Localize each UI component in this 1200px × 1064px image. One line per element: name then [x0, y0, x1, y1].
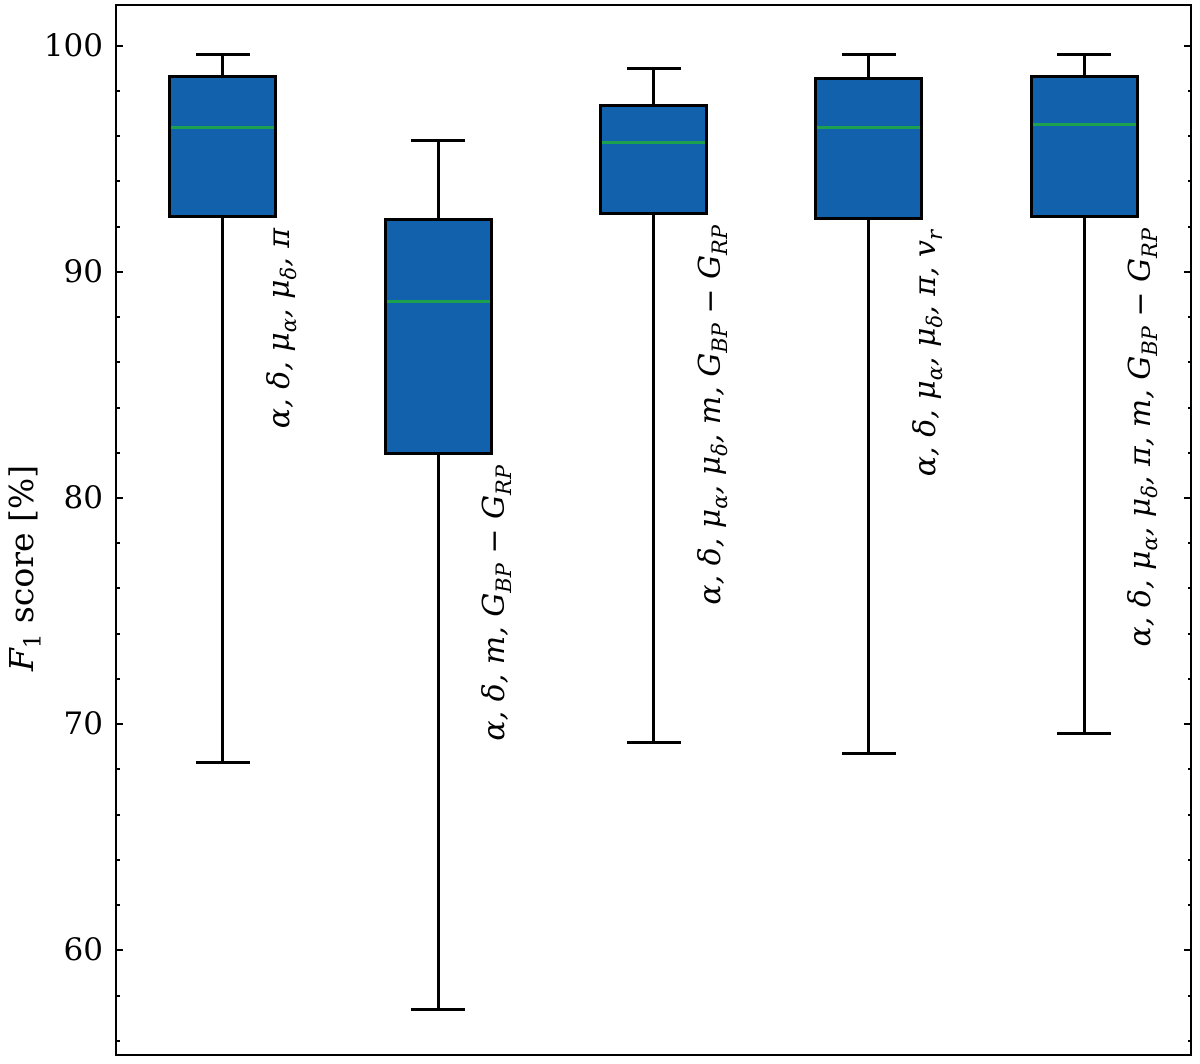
y-minor-tick-left — [115, 677, 120, 680]
box-label: α, δ, μα, μδ, π, m, GBP − GRP — [1123, 227, 1163, 646]
box-label: α, δ, μα, μδ, π, vr — [907, 229, 947, 477]
y-major-tick-left — [115, 44, 123, 47]
lower-whisker-cap — [626, 740, 681, 744]
y-tick-label: 80 — [63, 479, 103, 516]
lower-whisker — [867, 219, 871, 754]
y-major-tick-right — [1184, 723, 1192, 726]
upper-whisker — [867, 54, 871, 78]
lower-whisker — [652, 215, 655, 743]
y-minor-tick-left — [115, 858, 120, 861]
box — [1029, 75, 1139, 218]
lower-whisker-cap — [195, 761, 250, 765]
box-label: α, δ, μα, μδ, m, GBP − GRP — [692, 225, 732, 605]
y-minor-tick-left — [115, 451, 120, 454]
y-tick-label: 60 — [63, 932, 103, 969]
y-minor-tick-right — [1187, 858, 1192, 861]
median-line — [817, 125, 921, 129]
y-major-tick-left — [115, 270, 123, 273]
upper-whisker-cap — [411, 139, 466, 143]
y-minor-tick-left — [115, 225, 120, 228]
y-minor-tick-left — [115, 587, 120, 590]
median-line — [386, 299, 490, 303]
box-label: α, δ, μα, μδ, π — [261, 227, 301, 428]
box — [168, 75, 278, 218]
y-minor-tick-left — [115, 1039, 120, 1042]
y-major-tick-right — [1184, 270, 1192, 273]
y-minor-tick-left — [115, 180, 120, 183]
median-line — [602, 141, 705, 145]
box — [383, 217, 493, 455]
y-minor-tick-right — [1187, 135, 1192, 138]
y-minor-tick-right — [1187, 677, 1192, 680]
y-minor-tick-right — [1187, 632, 1192, 635]
upper-whisker — [1082, 54, 1086, 75]
lower-whisker — [1082, 217, 1086, 734]
y-minor-tick-right — [1187, 768, 1192, 771]
y-minor-tick-right — [1187, 316, 1192, 319]
box — [814, 77, 924, 220]
y-tick-label: 70 — [63, 706, 103, 743]
y-minor-tick-right — [1187, 994, 1192, 997]
lower-whisker-cap — [411, 1007, 466, 1011]
y-minor-tick-left — [115, 89, 120, 92]
lower-whisker-cap — [841, 752, 896, 756]
y-minor-tick-left — [115, 994, 120, 997]
box-label: α, δ, m, GBP − GRP — [477, 465, 517, 741]
y-minor-tick-left — [115, 316, 120, 319]
lower-whisker — [436, 455, 440, 1010]
y-tick-label: 90 — [63, 253, 103, 290]
y-major-tick-left — [115, 949, 123, 952]
y-minor-tick-right — [1187, 406, 1192, 409]
y-minor-tick-right — [1187, 89, 1192, 92]
median-line — [1032, 123, 1136, 127]
lower-whisker-cap — [1057, 731, 1112, 735]
median-line — [171, 125, 275, 129]
upper-whisker-cap — [841, 53, 896, 57]
y-minor-tick-left — [115, 768, 120, 771]
y-minor-tick-right — [1187, 180, 1192, 183]
y-major-tick-left — [115, 723, 123, 726]
y-minor-tick-right — [1187, 361, 1192, 364]
y-minor-tick-right — [1187, 542, 1192, 545]
upper-whisker-cap — [195, 53, 250, 57]
y-minor-tick-right — [1187, 225, 1192, 228]
y-minor-tick-left — [115, 135, 120, 138]
y-major-tick-left — [115, 496, 123, 499]
y-minor-tick-left — [115, 361, 120, 364]
upper-whisker-cap — [1057, 53, 1112, 57]
y-minor-tick-right — [1187, 904, 1192, 907]
y-minor-tick-right — [1187, 587, 1192, 590]
upper-whisker — [652, 68, 655, 105]
upper-whisker-cap — [626, 66, 681, 70]
y-minor-tick-left — [115, 632, 120, 635]
y-minor-tick-left — [115, 406, 120, 409]
y-minor-tick-left — [115, 904, 120, 907]
y-minor-tick-left — [115, 542, 120, 545]
y-major-tick-right — [1184, 496, 1192, 499]
box — [599, 104, 708, 216]
plot-area: α, δ, μα, μδ, π α, δ, m, GBP − GRP α, δ, μ… — [115, 4, 1192, 1056]
upper-whisker — [221, 54, 225, 75]
y-tick-label: 100 — [43, 27, 103, 64]
y-minor-tick-right — [1187, 813, 1192, 816]
lower-whisker — [221, 217, 225, 763]
y-minor-tick-right — [1187, 451, 1192, 454]
y-minor-tick-right — [1187, 1039, 1192, 1042]
upper-whisker — [436, 140, 440, 218]
y-major-tick-right — [1184, 44, 1192, 47]
y-major-tick-right — [1184, 949, 1192, 952]
y-minor-tick-left — [115, 813, 120, 816]
